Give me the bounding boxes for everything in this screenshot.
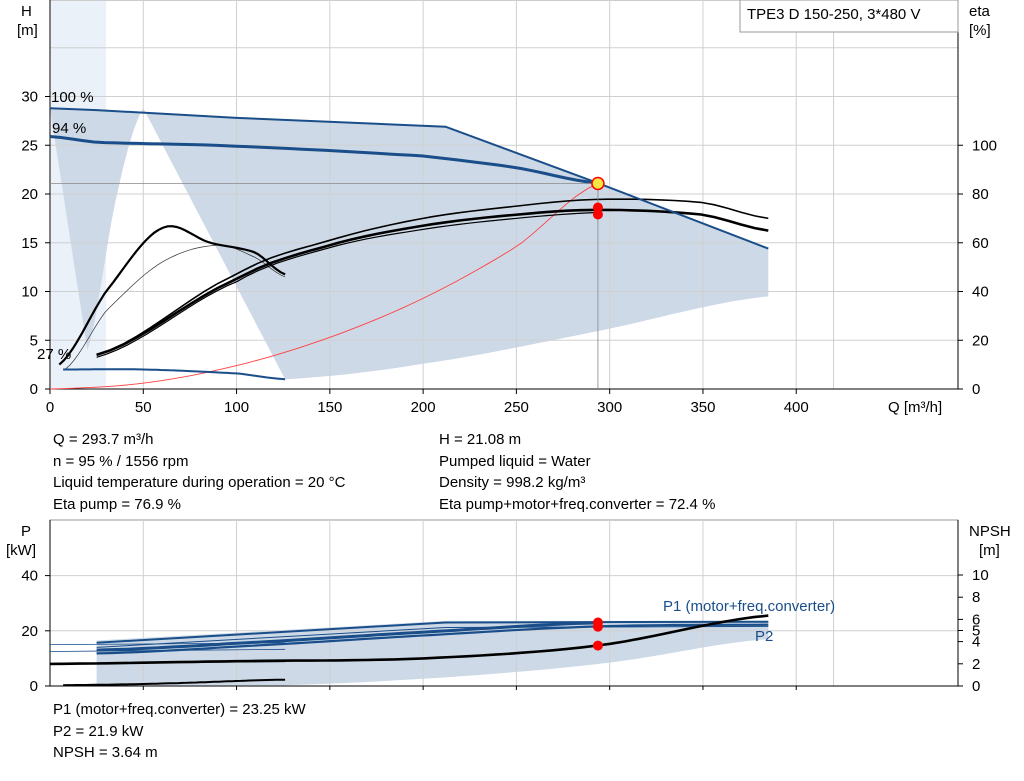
- x-tick-label: 250: [504, 399, 529, 416]
- y-right-tick-label: 0: [972, 381, 980, 398]
- info-liquid-temperature: Liquid temperature during operation = 20…: [53, 474, 346, 491]
- info-npsh: NPSH = 3.64 m: [53, 744, 158, 761]
- y-left-tick-label: 15: [21, 235, 38, 252]
- x-tick-label: 300: [597, 399, 622, 416]
- y-left-tick-label: 5: [30, 332, 38, 349]
- y-left-axis-unit: [m]: [17, 22, 38, 39]
- p1-curve: [96, 621, 599, 652]
- lower-y-right-axis-label: NPSH: [969, 523, 1011, 540]
- p1-curve-100: [96, 620, 769, 644]
- x-tick-label: 0: [46, 399, 54, 416]
- system-curve: [49, 182, 599, 390]
- info-upper-right: H = 21.08 m Pumped liquid = Water Densit…: [439, 429, 715, 515]
- info-speed: n = 95 % / 1556 rpm: [53, 452, 189, 470]
- y-left-axis-label: H: [21, 3, 32, 20]
- x-axis-label: Q [m³/h]: [888, 399, 942, 416]
- x-tick-label: 400: [784, 399, 809, 416]
- y-right-axis-unit: [%]: [969, 22, 991, 39]
- eta-curve-pump-94: [96, 211, 599, 358]
- lower-y-right-tick-label: 10: [972, 567, 989, 584]
- info-density: Density = 998.2 kg/m³: [439, 474, 586, 491]
- info-lower: P1 (motor+freq.converter) = 23.25 kW P2 …: [53, 699, 306, 764]
- p1-series-label: P1 (motor+freq.converter): [663, 598, 835, 615]
- y-right-tick-label: 60: [972, 235, 989, 252]
- lower-y-left-tick-label: 40: [21, 568, 38, 585]
- lower-y-left-axis-label: P: [21, 523, 31, 540]
- y-left-tick-label: 20: [21, 186, 38, 203]
- lower-y-right-tick-label: 5: [972, 623, 980, 640]
- lower-y-left-tick-label: 20: [21, 623, 38, 640]
- upper-chart: 0 50 100 150 200 250 300 350 4000510152025300204…: [17, 0, 997, 416]
- lower-y-right-tick-label: 6: [972, 611, 980, 628]
- npsh-point: [592, 640, 603, 651]
- p2-point: [592, 621, 603, 632]
- npsh-curve: [49, 614, 769, 666]
- eta-curve-pump: [96, 198, 769, 356]
- lower-y-left-axis-unit: [kW]: [6, 542, 36, 559]
- y-right-tick-label: 40: [972, 284, 989, 301]
- head-curve-27-percent: [63, 368, 286, 381]
- y-right-tick-label: 100: [972, 137, 997, 154]
- x-tick-label: 50: [135, 399, 152, 416]
- x-tick-label: 350: [690, 399, 715, 416]
- eta-curve-total: [96, 208, 769, 357]
- y-left-tick-label: 0: [30, 381, 38, 398]
- info-flow: Q = 293.7 m³/h: [53, 431, 154, 448]
- y-left-tick-label: 10: [21, 284, 38, 301]
- y-right-axis-label: eta: [969, 3, 991, 20]
- eta-pump-point: [592, 202, 603, 213]
- lower-operating-range-band: [96, 620, 769, 686]
- head-curve-94-percent: [49, 135, 599, 185]
- info-p1: P1 (motor+freq.converter) = 23.25 kW: [53, 701, 306, 718]
- info-eta-total: Eta pump+motor+freq.converter = 72.4 %: [439, 495, 716, 513]
- duty-point-marker: [591, 176, 605, 191]
- p2-curve: [96, 623, 769, 655]
- operating-range-band: [50, 108, 769, 380]
- info-p2: P2 = 21.9 kW: [53, 722, 144, 740]
- eta-total-point: [592, 209, 603, 220]
- lower-y-right-tick-label: 8: [972, 589, 980, 606]
- info-pumped-liquid: Pumped liquid = Water: [439, 452, 591, 470]
- lower-chart: 0 20 40 0 2 456 8 10 P [kW] NPSH [m] P1 (motor+freq.…: [6, 519, 1011, 695]
- p2-curve-100: [96, 625, 769, 648]
- lower-y-right-tick-label: 2: [972, 656, 980, 673]
- speed-label-94: 94 %: [52, 120, 86, 137]
- eta-curve-low-speed-thin: [64, 244, 286, 370]
- y-right-tick-label: 20: [972, 332, 989, 349]
- head-curve-100-extension: [49, 107, 97, 111]
- pump-label: TPE3 D 150-250, 3*480 V: [747, 6, 920, 23]
- x-tick-label: 150: [317, 399, 342, 416]
- p2-series-label: P2: [755, 628, 773, 645]
- lower-y-left-tick-label: 0: [30, 678, 38, 695]
- eta-curve-low-speed: [58, 225, 286, 366]
- p2-curve-extension: [49, 648, 286, 652]
- info-eta-pump: Eta pump = 76.9 %: [53, 495, 181, 513]
- info-upper-left: Q = 293.7 m³/h n = 95 % / 1556 rpm Liqui…: [53, 429, 345, 515]
- pump-label-box: [739, 0, 959, 33]
- speed-label-27: 27 %: [37, 346, 71, 363]
- lower-y-right-tick-label: 0: [972, 678, 980, 695]
- lower-y-right-axis-unit: [m]: [979, 542, 1000, 559]
- y-left-tick-label: 30: [21, 89, 38, 106]
- head-curve-94-extension: [49, 136, 97, 143]
- info-head: H = 21.08 m: [439, 431, 522, 448]
- y-right-tick-label: 80: [972, 186, 989, 203]
- p-curve-low-speed: [63, 678, 286, 687]
- x-tick-label: 200: [411, 399, 436, 416]
- speed-label-100: 100 %: [51, 89, 94, 106]
- y-left-tick-label: 25: [21, 137, 38, 154]
- lower-y-right-tick-label: 4: [972, 634, 980, 651]
- x-tick-label: 100: [224, 399, 249, 416]
